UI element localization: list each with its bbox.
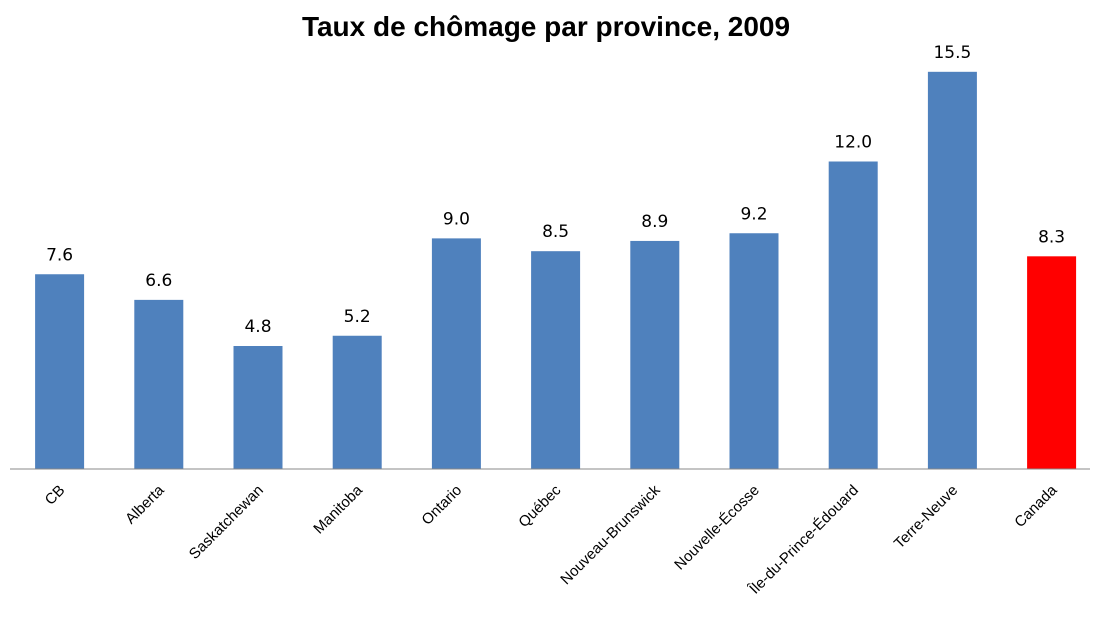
bar <box>927 71 977 469</box>
bar <box>233 346 283 469</box>
x-tick-label: CB <box>42 482 69 509</box>
value-label: 9.0 <box>443 209 470 229</box>
value-label: 8.3 <box>1038 227 1065 247</box>
bar <box>35 274 85 469</box>
value-label: 8.5 <box>542 222 569 242</box>
value-label: 9.2 <box>740 204 767 224</box>
value-label: 6.6 <box>145 271 172 291</box>
x-tick-label: Ontario <box>418 482 465 529</box>
bar <box>431 238 481 469</box>
x-tick-label: Alberta <box>122 481 168 527</box>
value-label: 12.0 <box>834 133 872 153</box>
x-tick-label: Québec <box>515 481 565 531</box>
bar <box>134 299 184 469</box>
x-tick-label: Île-du-Prince-Édouard <box>746 482 862 598</box>
bar <box>630 240 680 469</box>
value-label: 5.2 <box>344 307 371 327</box>
bar <box>729 233 779 469</box>
value-label: 4.8 <box>244 317 271 337</box>
bar <box>1027 256 1077 469</box>
value-label: 8.9 <box>641 212 668 232</box>
bar <box>531 251 581 469</box>
x-tick-label: Nouveau-Brunswick <box>557 481 664 588</box>
x-tick-label: Manitoba <box>310 481 366 537</box>
x-tick-label: Terre-Neuve <box>891 482 961 552</box>
bar <box>332 335 382 469</box>
value-label: 7.6 <box>46 245 73 265</box>
value-label: 15.5 <box>933 43 971 63</box>
x-tick-label: Nouvelle-Écosse <box>671 482 763 574</box>
bar <box>828 161 878 469</box>
x-tick-label: Canada <box>1011 481 1061 531</box>
chart-title: Taux de chômage par province, 2009 <box>302 11 790 42</box>
x-tick-label: Saskatchewan <box>186 482 267 563</box>
